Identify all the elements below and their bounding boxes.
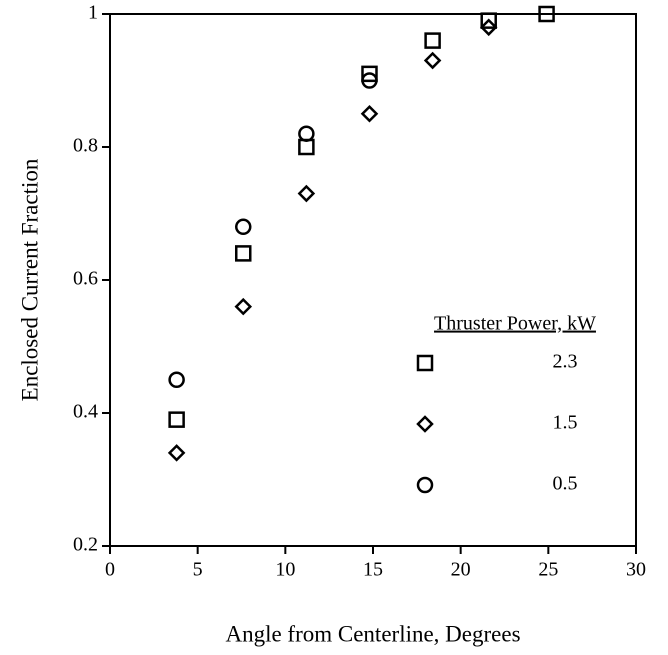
x-tick-label: 0 <box>105 559 115 581</box>
square-marker <box>538 5 555 23</box>
square-marker <box>298 138 315 156</box>
circle-marker <box>298 125 315 142</box>
legend-label: 2.3 <box>553 351 578 373</box>
square-marker <box>235 245 252 262</box>
square-marker <box>168 411 185 428</box>
legend-label: 1.5 <box>553 412 578 434</box>
diamond-marker <box>416 415 434 433</box>
x-axis-label: Angle from Centerline, Degrees <box>225 621 520 646</box>
diamond-marker <box>297 184 316 203</box>
y-tick-label: 0.4 <box>73 401 98 423</box>
x-tick-label: 25 <box>538 559 558 581</box>
square-marker <box>416 354 434 372</box>
diamond-marker <box>479 18 498 37</box>
y-tick-label: 0.6 <box>73 268 98 290</box>
diamond-marker <box>423 51 442 70</box>
y-tick-label: 1 <box>88 2 98 24</box>
circle-marker <box>416 476 434 494</box>
x-tick-label: 30 <box>626 559 646 581</box>
diamond-marker <box>360 104 379 123</box>
x-tick-label: 15 <box>363 559 383 581</box>
x-tick-label: 5 <box>193 559 203 581</box>
x-tick-label: 20 <box>451 559 471 581</box>
x-tick-label: 10 <box>275 559 295 581</box>
square-marker <box>480 12 497 29</box>
circle-marker <box>361 72 378 89</box>
y-tick-label: 0.8 <box>73 135 98 157</box>
diamond-marker <box>234 297 253 316</box>
square-marker <box>424 32 441 49</box>
square-marker <box>361 65 378 83</box>
circle-marker <box>235 218 252 236</box>
plot-frame <box>109 13 637 547</box>
y-axis-label: Enclosed Current Fraction <box>17 158 42 401</box>
legend-label: 0.5 <box>553 473 578 495</box>
diamond-marker <box>167 444 186 462</box>
y-tick-label: 0.2 <box>73 534 98 556</box>
legend-title: Thruster Power, kW <box>434 313 596 335</box>
circle-marker <box>168 371 185 388</box>
